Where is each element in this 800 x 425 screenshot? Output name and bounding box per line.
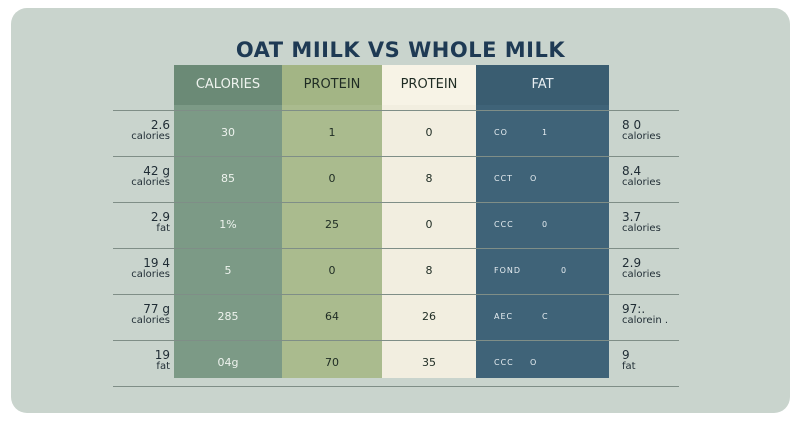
left-row-unit: calories [131, 131, 170, 142]
table-cell: 26 [422, 310, 436, 323]
protein-column-2 [382, 65, 476, 378]
fat-code: CCT [494, 174, 514, 183]
left-row-unit: calories [131, 269, 170, 280]
chart-title: OAT MIILK VS WHOLE MILK [235, 38, 566, 62]
table-cell: 35 [422, 356, 436, 369]
table-cell: 0 [328, 264, 336, 277]
row-divider [113, 340, 679, 341]
right-row-label: 3.7 calories [622, 210, 682, 234]
left-row-label: 2.6 calories [110, 118, 170, 142]
fat-value: 0 [542, 220, 549, 229]
left-row-unit: calories [131, 177, 170, 188]
left-row-value: 42 g [143, 164, 170, 178]
right-row-label: 9 fat [622, 348, 682, 372]
fat-code: CCC [494, 220, 514, 229]
left-row-label: 19 4 calories [110, 256, 170, 280]
table-cell: 25 [325, 218, 339, 231]
table-cell: 70 [325, 356, 339, 369]
table-cell: 1% [219, 218, 237, 231]
left-row-value: 2.9 [150, 210, 170, 224]
fat-value: O [530, 358, 538, 367]
fat-code: AEC [494, 312, 514, 321]
row-divider [113, 248, 679, 249]
right-row-label: 97:. calorein . [622, 302, 682, 326]
left-row-value: 19 [154, 348, 170, 362]
fat-value: C [542, 312, 549, 321]
calories-column [174, 65, 282, 378]
left-row-unit: fat [156, 223, 170, 234]
table-cell: 0 [425, 218, 433, 231]
table-cell: 5 [224, 264, 232, 277]
table-cell: 85 [221, 172, 235, 185]
right-row-value: 8.4 [622, 164, 642, 178]
left-row-label: 19 fat [110, 348, 170, 372]
table-cell: 0 [425, 126, 433, 139]
right-row-value: 97:. [622, 302, 646, 316]
fat-column [476, 65, 609, 378]
left-row-label: 2.9 fat [110, 210, 170, 234]
protein-2-header-bg [382, 65, 476, 105]
left-row-label: 42 g calories [110, 164, 170, 188]
fat-code: FOND [494, 266, 522, 275]
right-row-value: 2.9 [622, 256, 642, 270]
fat-value: 1 [542, 128, 549, 137]
right-row-label: 2.9 calories [622, 256, 682, 280]
row-divider [113, 294, 679, 295]
table-cell: 285 [217, 310, 239, 323]
table-cell: 04g [217, 356, 239, 369]
left-row-unit: calories [131, 315, 170, 326]
row-divider [113, 110, 679, 111]
header-protein-2: PROTEIN [400, 77, 458, 92]
table-cell: 0 [328, 172, 336, 185]
header-calories: CALORIES [195, 77, 261, 92]
right-row-value: 3.7 [622, 210, 642, 224]
row-divider [113, 202, 679, 203]
fat-code: CCC [494, 358, 514, 367]
row-divider [113, 386, 679, 387]
table-cell: 30 [221, 126, 235, 139]
left-row-value: 77 g [143, 302, 170, 316]
table-cell: 8 [425, 264, 433, 277]
header-fat: FAT [531, 77, 554, 92]
left-row-value: 19 4 [143, 256, 170, 270]
header-protein: PROTEIN [303, 77, 361, 92]
protein-column [282, 65, 382, 378]
fat-value: O [530, 174, 538, 183]
right-row-unit: calories [622, 177, 661, 188]
protein-header-bg [282, 65, 382, 105]
right-row-value: 8 0 [622, 118, 642, 132]
right-row-label: 8 0 calories [622, 118, 682, 142]
table-cell: 1 [328, 126, 336, 139]
right-row-label: 8.4 calories [622, 164, 682, 188]
right-row-value: 9 [622, 348, 630, 362]
fat-header-bg [476, 65, 609, 105]
left-row-unit: fat [156, 361, 170, 372]
left-row-value: 2.6 [150, 118, 170, 132]
fat-value: 0 [561, 266, 568, 275]
right-row-unit: fat [622, 361, 636, 372]
left-row-label: 77 g calories [110, 302, 170, 326]
calories-header-bg [174, 65, 282, 105]
table-cell: 8 [425, 172, 433, 185]
right-row-unit: calorein . [622, 315, 669, 326]
right-row-unit: calories [622, 269, 661, 280]
right-row-unit: calories [622, 223, 661, 234]
fat-code: CO [494, 128, 508, 137]
right-row-unit: calories [622, 131, 661, 142]
row-divider [113, 156, 679, 157]
table-cell: 64 [325, 310, 339, 323]
